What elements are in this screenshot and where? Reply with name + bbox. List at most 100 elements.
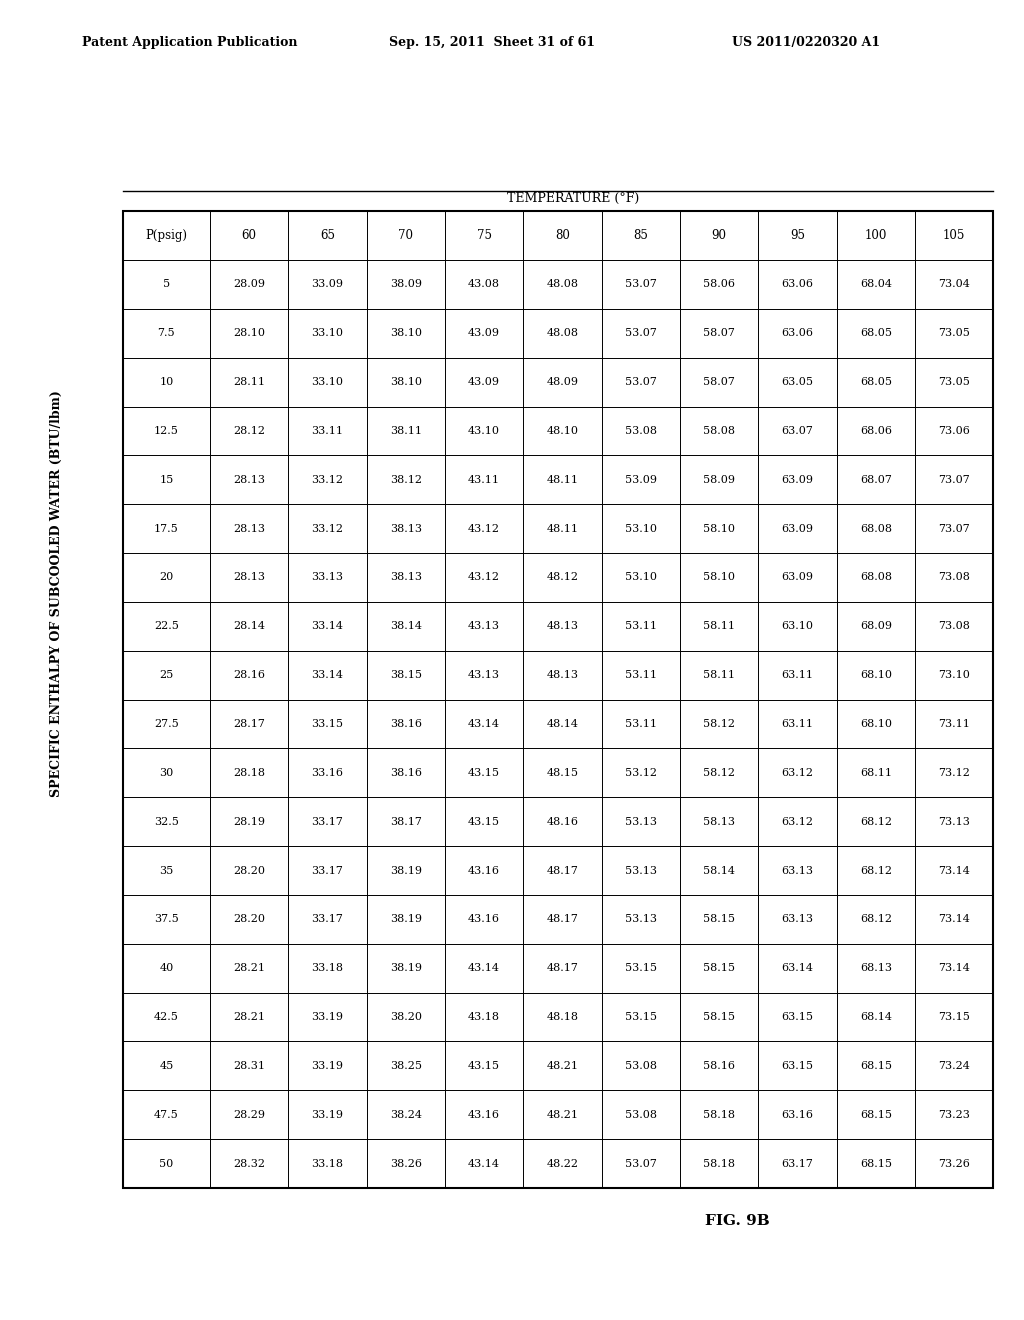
Text: 38.15: 38.15	[390, 671, 422, 680]
Text: 48.12: 48.12	[547, 573, 579, 582]
Text: 68.07: 68.07	[860, 475, 892, 484]
Text: 40: 40	[160, 964, 173, 973]
Text: 68.09: 68.09	[860, 622, 892, 631]
Bar	[602, 1041, 680, 1090]
Bar	[367, 602, 445, 651]
Bar	[123, 1139, 210, 1188]
Text: 105: 105	[943, 230, 966, 242]
Text: 43.14: 43.14	[468, 964, 500, 973]
Text: 38.25: 38.25	[390, 1061, 422, 1071]
Bar	[837, 504, 915, 553]
Text: 10: 10	[160, 378, 173, 387]
Bar	[915, 1090, 993, 1139]
Bar	[210, 895, 289, 944]
Text: 68.12: 68.12	[860, 866, 892, 875]
Bar	[680, 651, 758, 700]
Text: 38.12: 38.12	[390, 475, 422, 484]
Text: 68.14: 68.14	[860, 1012, 892, 1022]
Bar	[602, 1090, 680, 1139]
Text: 68.04: 68.04	[860, 280, 892, 289]
Bar	[445, 748, 523, 797]
Text: 15: 15	[160, 475, 173, 484]
Bar	[523, 358, 602, 407]
Bar	[602, 1139, 680, 1188]
Text: 33.12: 33.12	[311, 475, 343, 484]
Bar	[758, 309, 837, 358]
Text: 100: 100	[864, 230, 887, 242]
Bar	[123, 1090, 210, 1139]
Bar	[123, 358, 210, 407]
Text: 28.10: 28.10	[233, 329, 265, 338]
Text: 45: 45	[160, 1061, 173, 1071]
Bar	[523, 602, 602, 651]
Bar	[680, 553, 758, 602]
Bar	[210, 797, 289, 846]
Text: 53.07: 53.07	[625, 280, 656, 289]
Text: 43.13: 43.13	[468, 622, 500, 631]
Text: 33.14: 33.14	[311, 671, 343, 680]
Bar	[837, 260, 915, 309]
Text: 33.17: 33.17	[311, 866, 343, 875]
Bar	[915, 1139, 993, 1188]
Text: 30: 30	[160, 768, 173, 777]
Text: 48.22: 48.22	[547, 1159, 579, 1168]
Bar	[367, 700, 445, 748]
Bar	[680, 309, 758, 358]
Bar	[123, 455, 210, 504]
Bar	[915, 504, 993, 553]
Text: 58.18: 58.18	[703, 1159, 735, 1168]
Text: 43.14: 43.14	[468, 719, 500, 729]
Bar	[837, 407, 915, 455]
Bar	[445, 211, 523, 260]
Bar	[758, 553, 837, 602]
Text: 73.08: 73.08	[938, 573, 970, 582]
Text: 58.15: 58.15	[703, 915, 735, 924]
Bar	[680, 358, 758, 407]
Bar	[445, 504, 523, 553]
Text: 33.15: 33.15	[311, 719, 343, 729]
Text: 68.13: 68.13	[860, 964, 892, 973]
Text: 58.18: 58.18	[703, 1110, 735, 1119]
Text: 43.16: 43.16	[468, 866, 500, 875]
Text: 33.16: 33.16	[311, 768, 343, 777]
Bar	[367, 455, 445, 504]
Bar	[915, 455, 993, 504]
Text: 48.16: 48.16	[547, 817, 579, 826]
Text: 38.19: 38.19	[390, 866, 422, 875]
Text: 28.09: 28.09	[233, 280, 265, 289]
Bar	[758, 944, 837, 993]
Bar	[367, 260, 445, 309]
Text: 43.11: 43.11	[468, 475, 500, 484]
Bar	[210, 944, 289, 993]
Text: 53.11: 53.11	[625, 671, 656, 680]
Bar	[915, 407, 993, 455]
Text: 37.5: 37.5	[154, 915, 179, 924]
Bar	[123, 211, 210, 260]
Bar	[602, 602, 680, 651]
Text: 53.11: 53.11	[625, 719, 656, 729]
Text: 33.18: 33.18	[311, 964, 343, 973]
Text: 38.14: 38.14	[390, 622, 422, 631]
Text: 32.5: 32.5	[154, 817, 179, 826]
Bar	[445, 944, 523, 993]
Text: 33.17: 33.17	[311, 817, 343, 826]
Bar	[123, 504, 210, 553]
Text: 33.17: 33.17	[311, 915, 343, 924]
Bar	[367, 993, 445, 1041]
Text: 43.14: 43.14	[468, 1159, 500, 1168]
Bar	[367, 748, 445, 797]
Bar	[367, 797, 445, 846]
Bar	[445, 700, 523, 748]
Bar	[445, 1090, 523, 1139]
Bar	[680, 407, 758, 455]
Bar	[915, 260, 993, 309]
Text: 42.5: 42.5	[154, 1012, 179, 1022]
Text: 33.13: 33.13	[311, 573, 343, 582]
Bar	[123, 846, 210, 895]
Bar	[123, 553, 210, 602]
Text: 53.07: 53.07	[625, 329, 656, 338]
Bar	[289, 260, 367, 309]
Bar	[289, 797, 367, 846]
Bar	[445, 895, 523, 944]
Text: 38.11: 38.11	[390, 426, 422, 436]
